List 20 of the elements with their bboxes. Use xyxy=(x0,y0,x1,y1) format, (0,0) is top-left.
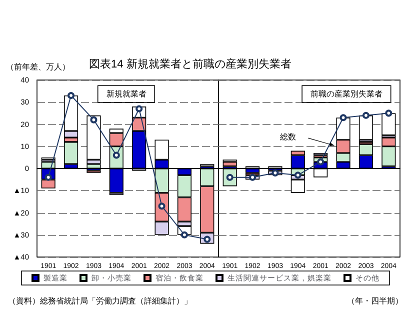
chart-title: 図表14 新規就業者と前職の産業別失業者 xyxy=(89,58,292,70)
x-axis-title: （年・四半期） xyxy=(347,296,403,306)
point xyxy=(180,231,188,238)
bar xyxy=(64,142,78,164)
annotation: 総数 xyxy=(278,132,296,142)
y-axis-title: （前年差、万人） xyxy=(6,62,70,72)
annotation: 前職の産業別失業者 xyxy=(310,90,382,98)
annotation: 新規就業者 xyxy=(106,90,146,98)
point xyxy=(340,114,347,122)
point xyxy=(249,174,256,181)
point xyxy=(385,110,392,117)
text: （資料）総務省統計局「労働力調査（詳細集計）」 xyxy=(8,296,192,306)
point xyxy=(90,116,98,124)
point xyxy=(294,172,302,179)
point xyxy=(362,112,370,119)
point xyxy=(68,92,75,99)
bar xyxy=(86,115,101,160)
point xyxy=(317,158,324,166)
bar xyxy=(222,162,237,166)
point xyxy=(272,169,279,176)
